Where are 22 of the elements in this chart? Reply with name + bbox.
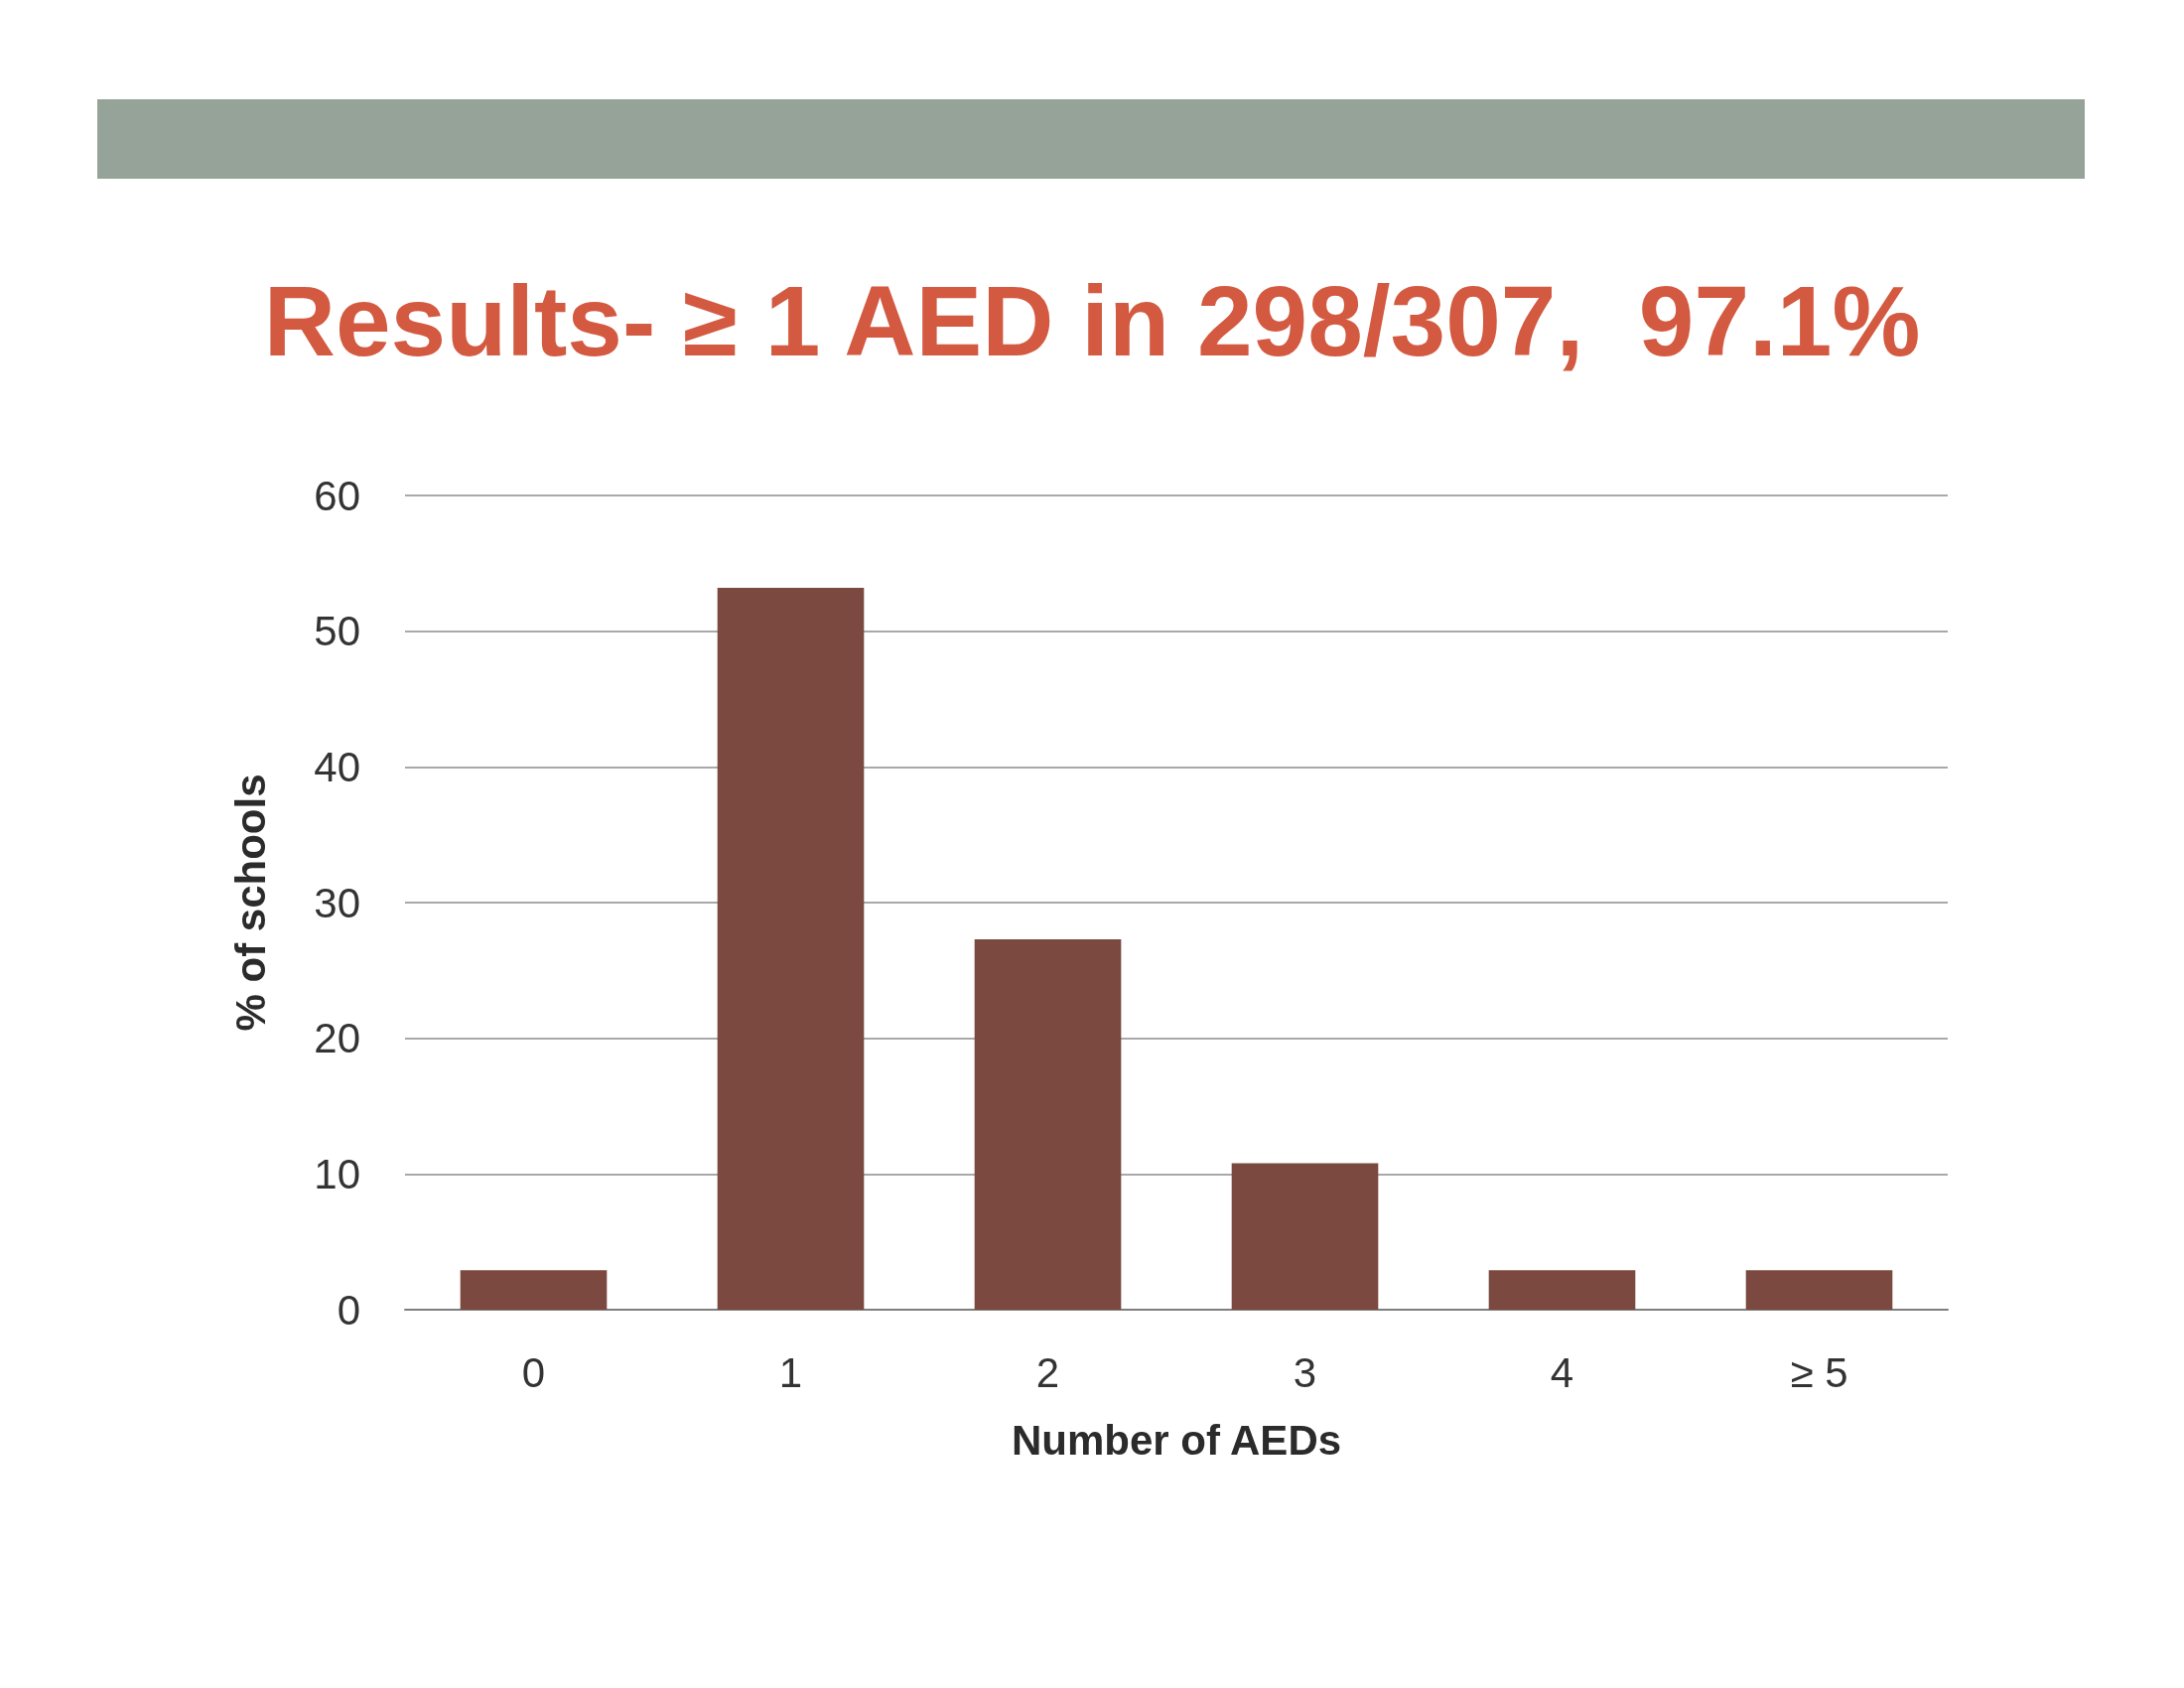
- bar: [1488, 1270, 1636, 1310]
- bar: [1745, 1270, 1893, 1310]
- x-tick-label: 1: [778, 1348, 803, 1396]
- x-tick-label: ≥ 5: [1790, 1348, 1848, 1396]
- chart-title: Results- ≥ 1 AED in 298/307, 97.1%: [263, 265, 1921, 376]
- y-axis-title: % of schools: [226, 774, 274, 1032]
- y-tick-label: 40: [314, 743, 360, 790]
- x-tick-label: 3: [1293, 1348, 1317, 1396]
- y-tick-label: 30: [314, 879, 360, 926]
- bar: [974, 938, 1122, 1310]
- y-tick-label: 0: [337, 1286, 360, 1334]
- bar: [460, 1270, 608, 1310]
- bar: [717, 587, 865, 1310]
- x-tick-label: 0: [521, 1348, 546, 1396]
- y-tick-label: 60: [314, 472, 360, 519]
- y-tick-label: 10: [314, 1150, 360, 1197]
- x-tick-label: 4: [1550, 1348, 1574, 1396]
- x-tick-label: 2: [1035, 1348, 1060, 1396]
- bar: [1231, 1163, 1379, 1310]
- y-tick-label: 50: [314, 608, 360, 655]
- x-axis-title: Number of AEDs: [1011, 1416, 1342, 1464]
- y-tick-label: 20: [314, 1015, 360, 1062]
